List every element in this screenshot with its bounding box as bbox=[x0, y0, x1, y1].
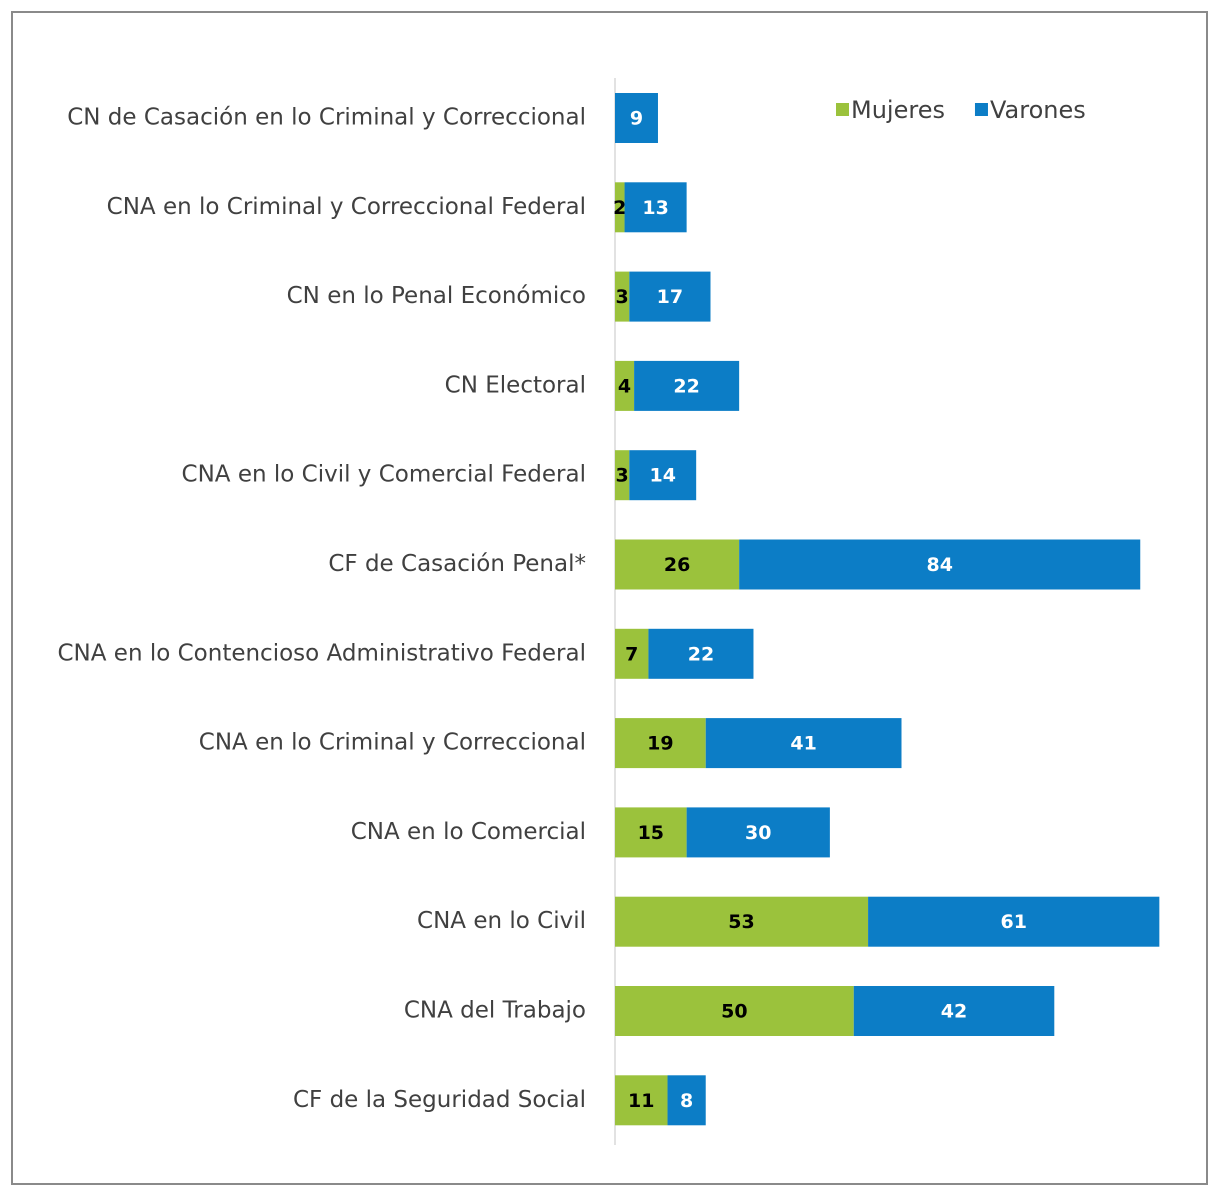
bar-segment bbox=[705, 718, 902, 769]
bar-segment bbox=[615, 450, 630, 501]
data-label: 26 bbox=[664, 554, 690, 576]
data-label: 50 bbox=[721, 1001, 747, 1023]
category-label: CN Electoral bbox=[445, 372, 586, 398]
category-label: CNA en lo Criminal y Correccional bbox=[199, 730, 586, 756]
bar-segment bbox=[615, 628, 649, 679]
data-label: 7 bbox=[625, 643, 638, 665]
legend-swatch bbox=[974, 103, 988, 116]
bar-segment bbox=[868, 896, 1160, 947]
data-label: 30 bbox=[745, 822, 771, 844]
legend-label: Mujeres bbox=[851, 96, 945, 124]
legend-label: Varones bbox=[990, 96, 1086, 124]
bar-segment bbox=[615, 93, 658, 143]
data-label: 41 bbox=[790, 733, 816, 755]
bar-segment bbox=[629, 450, 697, 501]
bar-segment bbox=[615, 807, 687, 858]
bar-segment bbox=[615, 718, 706, 769]
bar-segment bbox=[615, 360, 635, 411]
category-label: CF de la Seguridad Social bbox=[293, 1087, 586, 1113]
data-label: 22 bbox=[688, 643, 714, 665]
data-label: 3 bbox=[616, 465, 629, 487]
category-label: CNA en lo Contencioso Administrativo Fed… bbox=[57, 640, 586, 666]
data-label: 14 bbox=[650, 465, 676, 487]
data-label: 53 bbox=[728, 911, 754, 933]
category-label: CNA en lo Comercial bbox=[351, 819, 586, 845]
bar-segment bbox=[615, 896, 869, 947]
bar-segment bbox=[624, 182, 687, 233]
data-label: 42 bbox=[941, 1001, 967, 1023]
bar-segment bbox=[629, 271, 711, 322]
data-label: 11 bbox=[628, 1090, 654, 1112]
bar-segment bbox=[615, 539, 740, 590]
data-label: 84 bbox=[926, 554, 952, 576]
category-label: CN de Casación en lo Criminal y Correcci… bbox=[67, 105, 586, 131]
bar-segment bbox=[648, 628, 754, 679]
category-label: CNA en lo Criminal y Correccional Federa… bbox=[107, 194, 586, 220]
data-label: 61 bbox=[1000, 911, 1026, 933]
data-label: 4 bbox=[618, 375, 631, 397]
data-label: 22 bbox=[673, 375, 699, 397]
data-label: 15 bbox=[638, 822, 664, 844]
data-label: 19 bbox=[647, 733, 673, 755]
data-label: 13 bbox=[642, 197, 668, 219]
category-label: CNA en lo Civil bbox=[417, 908, 586, 934]
bar-segment bbox=[634, 360, 740, 411]
data-label: 9 bbox=[630, 108, 643, 130]
data-label: 3 bbox=[616, 286, 629, 308]
category-label: CF de Casación Penal* bbox=[328, 551, 586, 577]
bar-segment bbox=[853, 986, 1055, 1036]
category-label: CN en lo Penal Económico bbox=[287, 283, 586, 309]
category-label: CNA del Trabajo bbox=[404, 998, 586, 1024]
category-label: CNA en lo Civil y Comercial Federal bbox=[182, 462, 586, 488]
data-label: 2 bbox=[613, 197, 626, 219]
bar-segment bbox=[615, 1075, 668, 1126]
bar-segment bbox=[615, 271, 630, 322]
bar-segment bbox=[615, 986, 854, 1036]
bar-segment bbox=[667, 1075, 706, 1126]
data-label: 17 bbox=[657, 286, 683, 308]
bar-segment bbox=[739, 539, 1141, 590]
legend-swatch bbox=[836, 103, 849, 116]
bar-segment bbox=[615, 182, 625, 233]
bar-segment bbox=[686, 807, 830, 858]
data-label: 8 bbox=[680, 1090, 693, 1112]
